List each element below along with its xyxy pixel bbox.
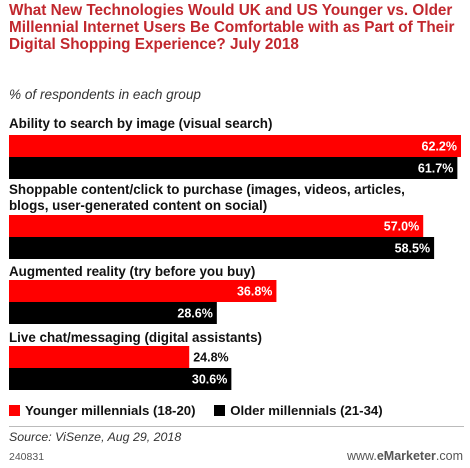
data-label: 57.0% xyxy=(384,220,419,234)
data-label: 62.2% xyxy=(422,140,457,154)
chart-legend: Younger millennials (18-20) Older millen… xyxy=(9,403,398,419)
data-label: 58.5% xyxy=(395,242,430,256)
chart-title: What New Technologies Would UK and US Yo… xyxy=(9,2,455,54)
bar-younger xyxy=(9,215,424,237)
category-label: Live chat/messaging (digital assistants) xyxy=(9,330,262,345)
bar-younger xyxy=(9,280,277,302)
bar-older xyxy=(9,302,217,324)
data-label: 24.8% xyxy=(193,351,228,365)
brand-logo: www.eMarketer.com xyxy=(347,449,463,463)
legend-label-older: Older millennials (21-34) xyxy=(230,403,383,418)
bar-chart: Ability to search by image (visual searc… xyxy=(9,116,461,390)
data-label: 36.8% xyxy=(237,285,272,299)
chart-id: 240831 xyxy=(9,451,45,463)
category-label: Augmented reality (try before you buy) xyxy=(9,264,255,279)
bar-older xyxy=(9,157,458,179)
legend-swatch-older xyxy=(214,405,226,416)
legend-label-younger: Younger millennials (18-20) xyxy=(25,403,196,418)
brand-name: eMarketer xyxy=(376,449,436,463)
bar-younger xyxy=(9,346,190,368)
legend-swatch-younger xyxy=(9,405,20,416)
data-label: 30.6% xyxy=(192,373,227,387)
bar-older xyxy=(9,237,435,259)
data-label: 61.7% xyxy=(418,162,453,176)
category-label: blogs, user-generated content on social) xyxy=(9,198,267,213)
legend-item-older: Older millennials (21-34) xyxy=(214,403,383,418)
brand-suffix: .com xyxy=(435,449,463,463)
category-label: Ability to search by image (visual searc… xyxy=(9,116,272,131)
category-label: Shoppable content/click to purchase (ima… xyxy=(9,182,405,197)
legend-item-younger: Younger millennials (18-20) xyxy=(9,403,196,418)
data-label: 28.6% xyxy=(177,307,212,321)
chart-subtitle: % of respondents in each group xyxy=(9,87,201,102)
source-note: Source: ViSenze, Aug 29, 2018 xyxy=(9,430,182,444)
bar-younger xyxy=(9,135,461,157)
footer-divider xyxy=(9,426,464,427)
brand-prefix: www. xyxy=(346,449,377,463)
bar-older xyxy=(9,368,232,390)
